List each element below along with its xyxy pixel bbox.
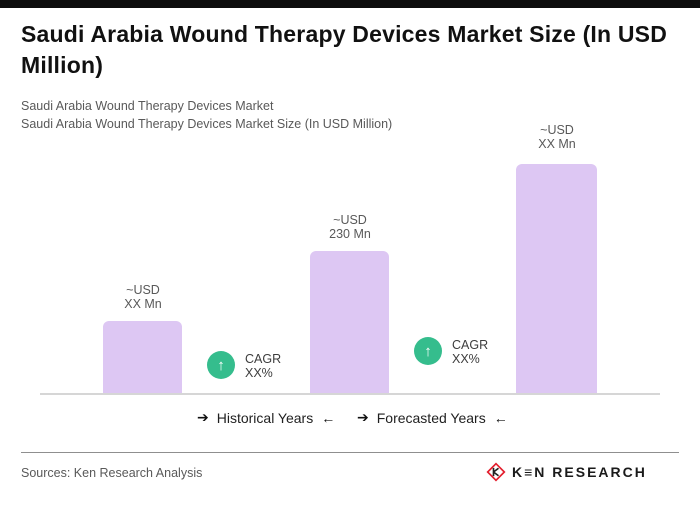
bar-base-year	[310, 251, 389, 393]
historical-years-text: Historical Years	[216, 409, 314, 426]
cagr-annotation-1-line2: XX%	[245, 366, 273, 380]
growth-up-arrow-icon: ↑	[414, 337, 442, 365]
ken-research-logo-icon	[486, 462, 506, 482]
ken-research-logo: K≡N RESEARCH	[486, 462, 647, 482]
left-arrow-icon: ←	[493, 409, 508, 426]
up-arrow-glyph: ↑	[424, 342, 432, 360]
top-border-bar	[0, 0, 700, 8]
bar-value-label-1: ~USD XX Mn	[83, 283, 203, 311]
left-arrow-icon: ←	[321, 409, 336, 426]
right-arrow-icon: ➔	[197, 409, 209, 425]
bar-value-label-3-line2: XX Mn	[538, 137, 576, 151]
subtitle-line-2: Saudi Arabia Wound Therapy Devices Marke…	[21, 117, 393, 131]
x-axis-baseline	[40, 393, 660, 395]
ken-research-logo-text: K≡N RESEARCH	[512, 464, 647, 480]
forecasted-years-label: ➔ Forecasted Years ←	[357, 409, 508, 426]
subtitle-block: Saudi Arabia Wound Therapy Devices Marke…	[21, 97, 621, 133]
growth-up-arrow-icon: ↑	[207, 351, 235, 379]
bar-forecast	[516, 164, 597, 393]
bar-value-label-2-line1: ~USD	[333, 213, 367, 227]
forecasted-years-text: Forecasted Years	[376, 409, 486, 426]
right-arrow-icon: ➔	[357, 409, 369, 425]
bar-value-label-3-line1: ~USD	[540, 123, 574, 137]
sources-text: Sources: Ken Research Analysis	[21, 466, 203, 480]
historical-years-label: ➔ Historical Years ←	[197, 409, 335, 426]
bar-value-label-2-line2: 230 Mn	[329, 227, 371, 241]
page-title: Saudi Arabia Wound Therapy Devices Marke…	[21, 21, 668, 78]
cagr-annotation-2-line1: CAGR	[452, 338, 489, 352]
bar-value-label-1-line1: ~USD	[126, 283, 160, 297]
bar-value-label-1-line2: XX Mn	[124, 297, 162, 311]
bar-historical	[103, 321, 182, 393]
up-arrow-glyph: ↑	[217, 356, 225, 374]
footer-divider	[21, 452, 679, 453]
cagr-annotation-1: CAGR XX%	[245, 352, 325, 380]
cagr-annotation-1-line1: CAGR	[245, 352, 282, 366]
bar-value-label-3: ~USD XX Mn	[497, 123, 617, 151]
subtitle-line-1: Saudi Arabia Wound Therapy Devices Marke…	[21, 99, 274, 113]
bar-value-label-2: ~USD 230 Mn	[290, 213, 410, 241]
cagr-annotation-2: CAGR XX%	[452, 338, 532, 366]
cagr-annotation-2-line2: XX%	[452, 352, 480, 366]
